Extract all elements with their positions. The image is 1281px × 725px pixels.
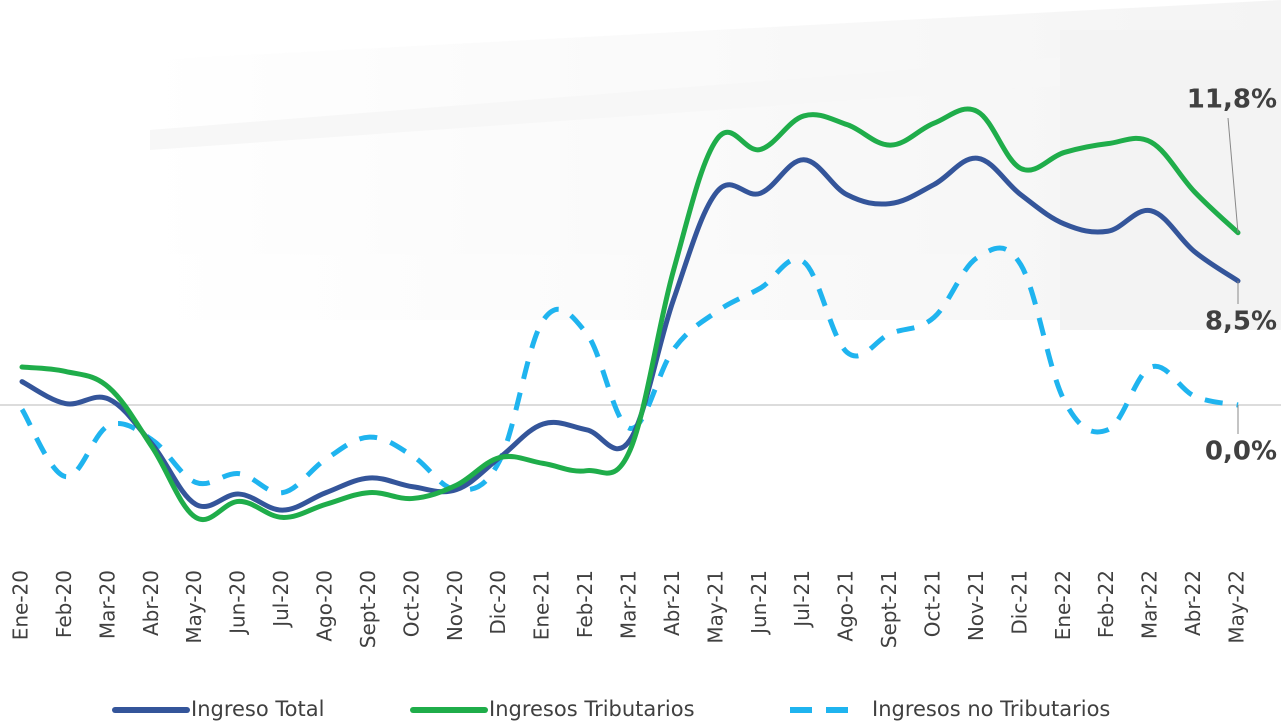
- x-tick-label: May-20: [182, 570, 206, 644]
- x-tick-label: Ago-20: [313, 570, 337, 642]
- x-tick-label: Mar-20: [95, 570, 119, 639]
- x-tick-label: Oct-21: [921, 570, 945, 637]
- legend-label: Ingresos Tributarios: [489, 697, 695, 721]
- x-tick-label: Feb-21: [573, 570, 597, 638]
- value-label: 11,8%: [1187, 85, 1277, 115]
- x-tick-label: Jun-21: [747, 570, 771, 636]
- x-tick-label: Abr-20: [139, 570, 163, 636]
- x-tick-label: Sept-20: [356, 570, 380, 648]
- x-tick-label: Ago-21: [834, 570, 858, 642]
- x-tick-label: Jul-21: [790, 570, 814, 629]
- x-tick-label: Ene-20: [9, 570, 33, 640]
- x-tick-label: Sept-21: [877, 570, 901, 648]
- x-tick-label: May-21: [703, 570, 727, 644]
- x-tick-label: Abr-21: [660, 570, 684, 636]
- x-tick-label: Nov-20: [443, 570, 467, 641]
- x-tick-label: Abr-22: [1181, 570, 1205, 636]
- x-tick-label: Oct-20: [399, 570, 423, 637]
- x-tick-label: Ene-21: [530, 570, 554, 640]
- x-tick-label: Nov-21: [964, 570, 988, 641]
- x-tick-label: May-22: [1225, 570, 1249, 644]
- value-label: 0,0%: [1205, 437, 1277, 467]
- background: [150, 0, 1281, 330]
- legend-label: Ingresos no Tributarios: [872, 697, 1110, 721]
- value-label: 8,5%: [1205, 307, 1277, 337]
- x-tick-label: Jun-20: [226, 570, 250, 636]
- x-tick-label: Feb-22: [1094, 570, 1118, 638]
- x-tick-label: Dic-20: [486, 570, 510, 635]
- x-tick-label: Mar-22: [1138, 570, 1162, 639]
- x-tick-label: Feb-20: [52, 570, 76, 638]
- x-tick-label: Jul-20: [269, 570, 293, 629]
- x-tick-label: Mar-21: [617, 570, 641, 639]
- legend-label: Ingreso Total: [191, 697, 324, 721]
- x-tick-label: Dic-21: [1007, 570, 1031, 635]
- x-tick-label: Ene-22: [1051, 570, 1075, 640]
- chart: Ene-20 Feb-20 Mar-20 Abr-20 May-20 Jun-20 Jul-…: [0, 0, 1281, 725]
